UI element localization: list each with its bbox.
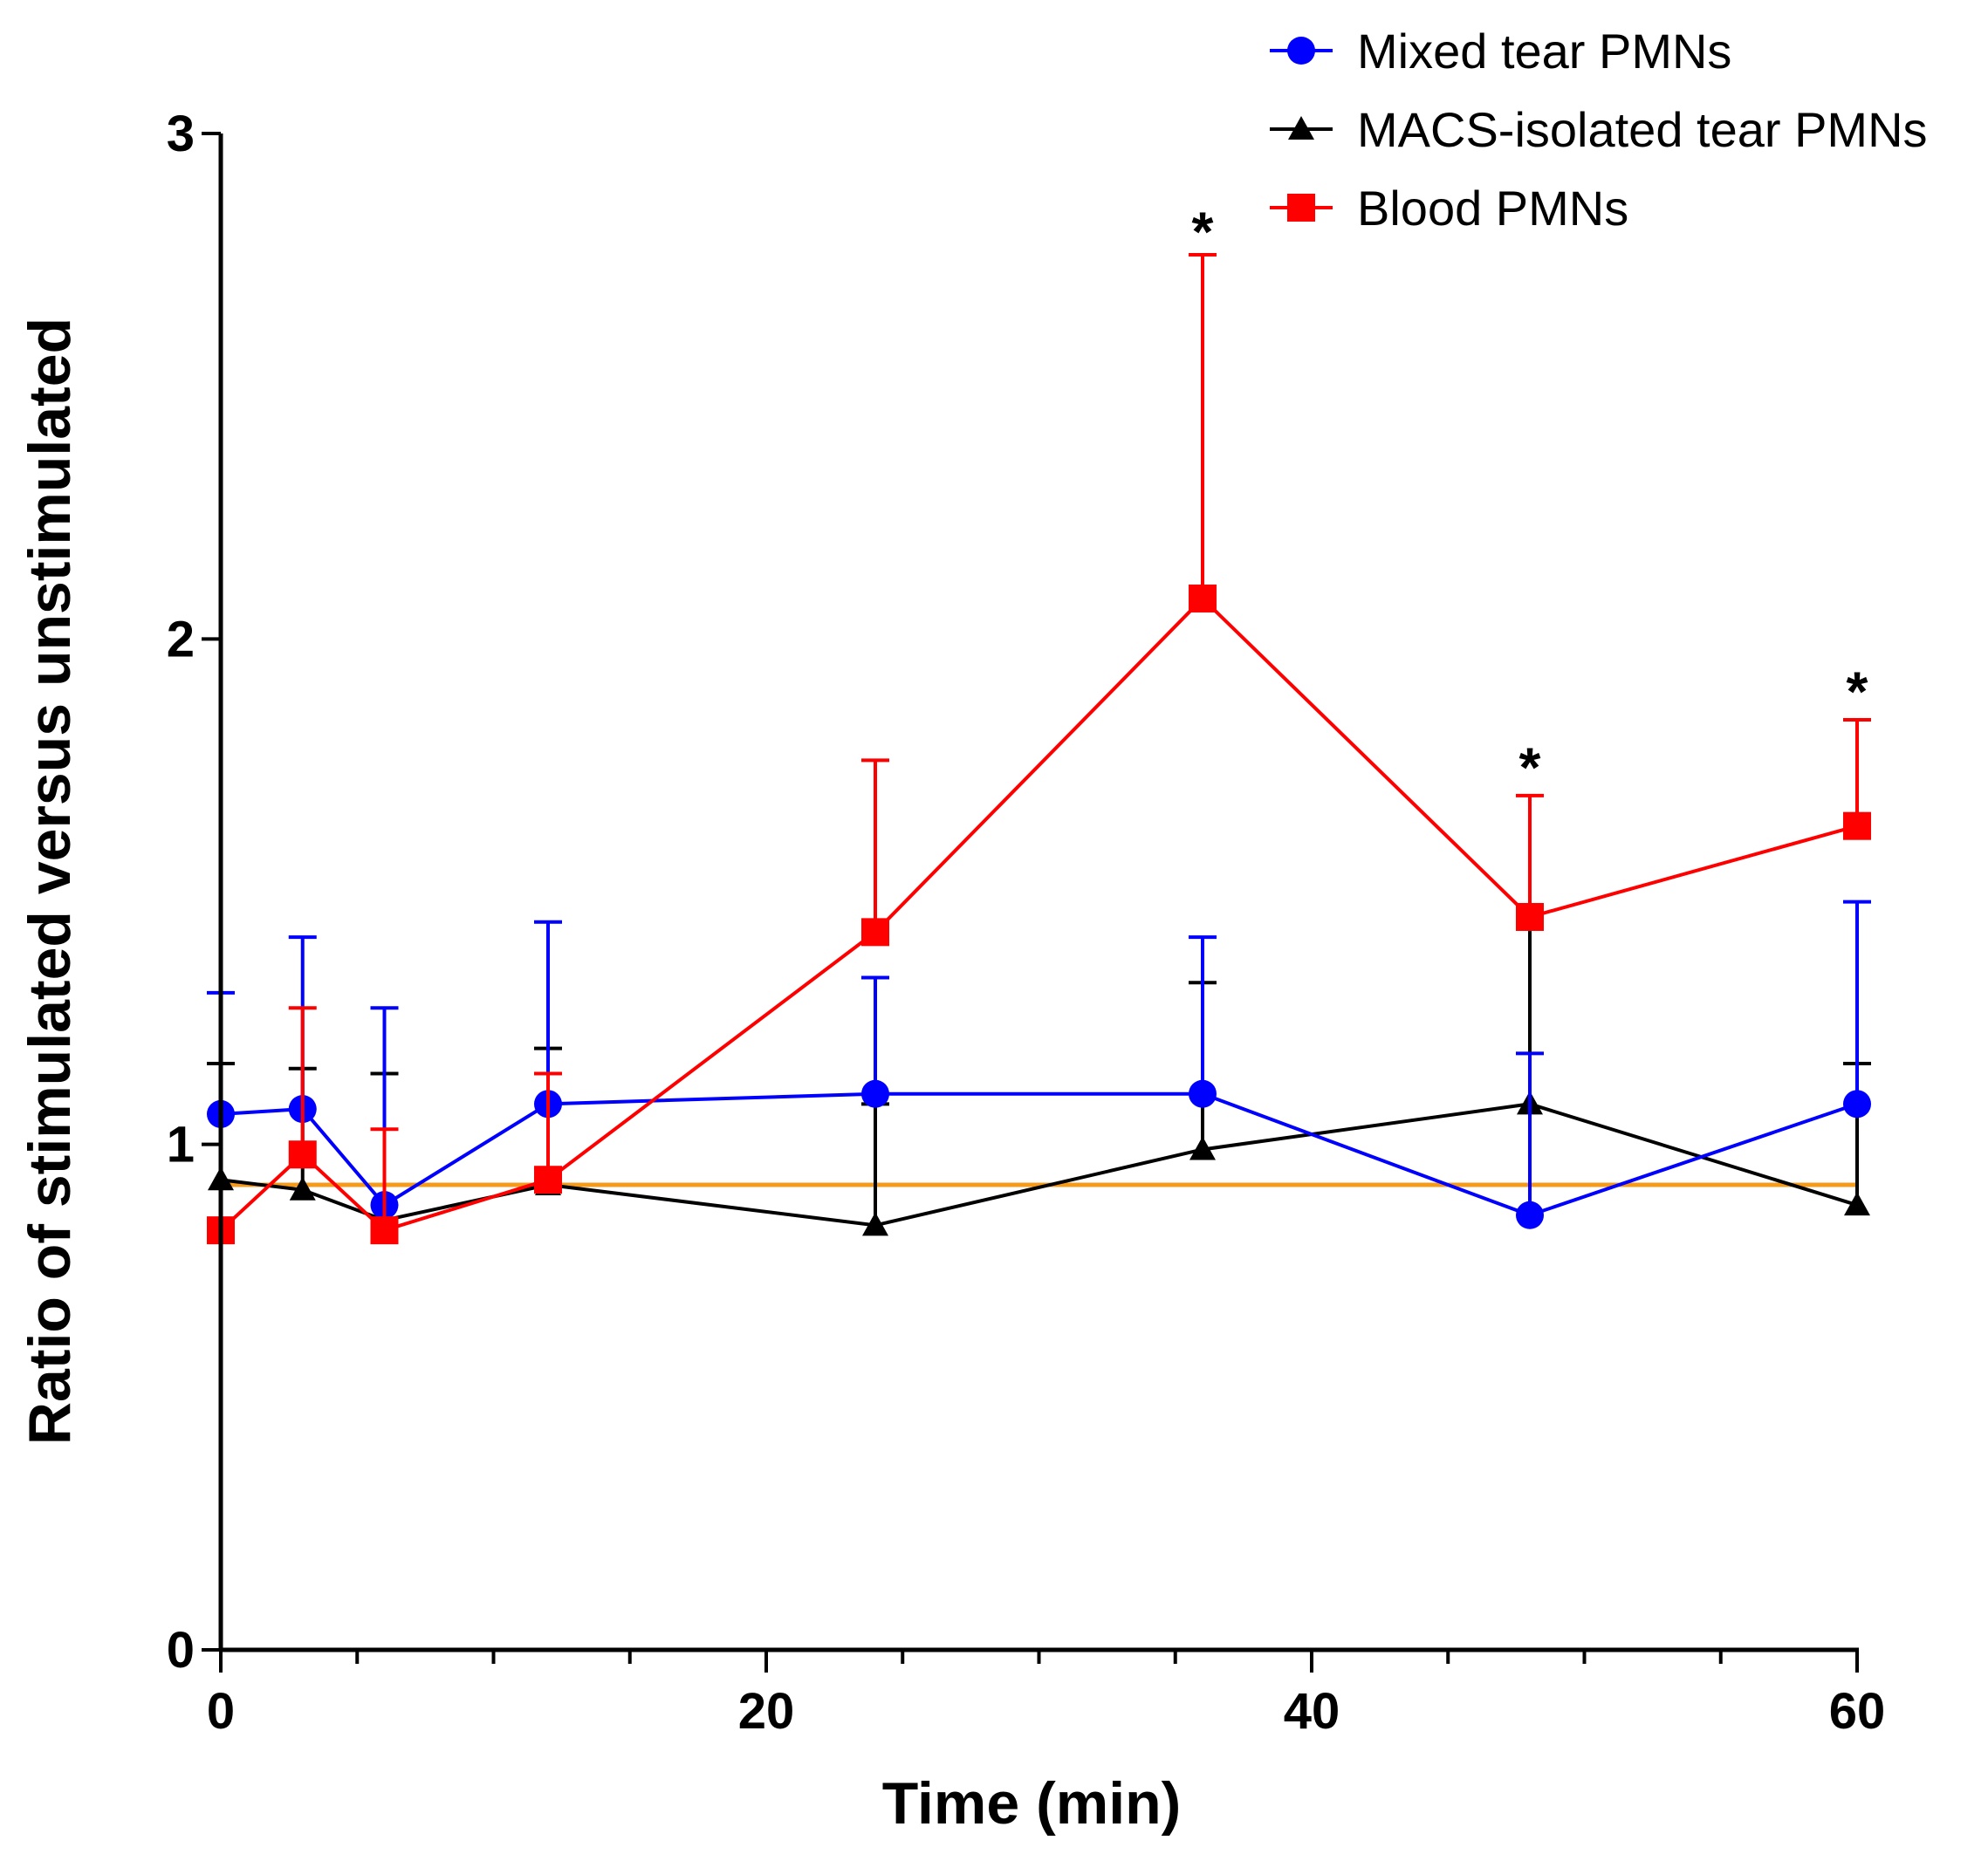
- legend-triangle-marker: [1288, 116, 1314, 140]
- legend-item: MACS-isolated tear PMNs: [1270, 102, 1928, 157]
- data-point-macs-isolated-tear-pmns: [289, 1176, 316, 1201]
- plot-area: * * *: [207, 200, 1871, 1245]
- legend-item: Mixed tear PMNs: [1270, 24, 1731, 79]
- data-point-blood-pmns: [370, 1216, 399, 1245]
- y-tick-label: 3: [167, 106, 195, 162]
- y-axis-title: Ratio of stimulated versus unstimulated: [17, 318, 83, 1445]
- data-point-blood-pmns: [288, 1140, 317, 1169]
- series-mixed-tear-pmns: [207, 900, 1871, 1229]
- series-line-blood-pmns: [219, 596, 1858, 1233]
- legend-item: Blood PMNs: [1270, 181, 1628, 236]
- x-axis-title: Time (min): [882, 1770, 1182, 1837]
- legend: Mixed tear PMNs MACS-isolated tear PMNs Bl…: [1270, 24, 1928, 236]
- data-point-mixed-tear-pmns: [861, 1079, 889, 1108]
- x-tick-label: 0: [207, 1683, 235, 1740]
- significance-star: *: [1519, 736, 1541, 798]
- data-point-mixed-tear-pmns: [1843, 1090, 1871, 1119]
- data-point-blood-pmns: [1516, 902, 1544, 931]
- data-point-blood-pmns: [861, 918, 889, 947]
- axes: 0 20 40 60 0 1 2 3: [167, 106, 1886, 1740]
- data-point-blood-pmns: [534, 1166, 562, 1194]
- significance-star: *: [1847, 660, 1868, 722]
- significance-star: *: [1192, 200, 1214, 263]
- data-point-macs-isolated-tear-pmns: [862, 1212, 888, 1236]
- data-point-blood-pmns: [1843, 811, 1871, 840]
- legend-label: MACS-isolated tear PMNs: [1357, 102, 1928, 157]
- series-blood-pmns: [207, 253, 1871, 1245]
- legend-square-marker: [1287, 194, 1315, 222]
- y-tick-label: 2: [167, 611, 195, 667]
- legend-label: Mixed tear PMNs: [1357, 24, 1731, 79]
- data-point-mixed-tear-pmns: [1189, 1079, 1217, 1108]
- data-point-macs-isolated-tear-pmns: [1189, 1136, 1216, 1160]
- x-tick-label: 40: [1284, 1683, 1340, 1740]
- legend-circle-marker: [1287, 37, 1315, 65]
- series-macs-isolated-tear-pmns: [207, 910, 1871, 1236]
- data-point-macs-isolated-tear-pmns: [1844, 1192, 1870, 1216]
- series-line-macs-isolated-tear-pmns: [220, 1102, 1858, 1228]
- data-point-mixed-tear-pmns: [1516, 1201, 1544, 1229]
- data-point-blood-pmns: [1189, 584, 1217, 612]
- x-tick-label: 60: [1829, 1683, 1886, 1740]
- series-line-mixed-tear-pmns: [220, 1091, 1858, 1217]
- y-tick-label: 1: [167, 1117, 195, 1173]
- y-tick-label: 0: [167, 1622, 195, 1679]
- legend-label: Blood PMNs: [1357, 181, 1628, 236]
- x-tick-label: 20: [738, 1683, 795, 1740]
